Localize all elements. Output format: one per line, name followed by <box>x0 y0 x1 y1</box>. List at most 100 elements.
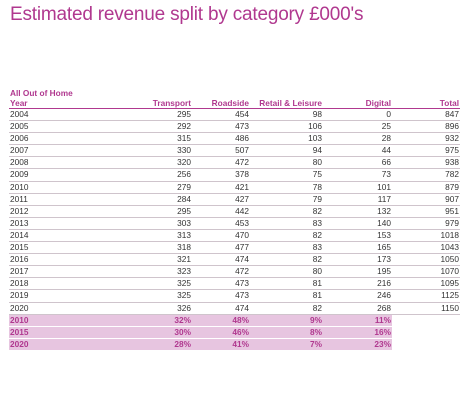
table-row: 2010 279 421 78 101 879 <box>9 181 460 194</box>
table-cell: 473 <box>192 289 250 303</box>
row-year-cell: 2007 <box>9 144 102 158</box>
table-cell: 78 <box>250 181 323 194</box>
row-year-cell: 2019 <box>9 289 102 303</box>
table-cell: 321 <box>102 253 192 267</box>
percent-share-rows: 2010 32% 48% 9% 11% 2015 30% 46% 8% 16% 2020 28% 41%… <box>9 314 460 351</box>
table-row: 2012 295 442 82 132 951 <box>9 205 460 218</box>
table-cell: 83 <box>250 241 323 255</box>
table-cell: 896 <box>392 120 460 134</box>
table-cell: 28 <box>323 132 392 146</box>
table-cell: 907 <box>392 193 460 206</box>
table-cell: 106 <box>250 120 323 134</box>
percent-row: 2020 28% 41% 7% 23% <box>9 338 460 351</box>
percent-cell: 9% <box>250 314 323 327</box>
table-row: 2004 295 454 98 0 847 <box>9 108 460 122</box>
column-header-retail-leisure: Retail & Leisure <box>250 98 323 109</box>
table-cell: 25 <box>323 120 392 134</box>
table-cell: 326 <box>102 302 192 315</box>
table-cell: 1125 <box>392 289 460 303</box>
table-cell: 782 <box>392 168 460 182</box>
table-row: 2017 323 472 80 195 1070 <box>9 265 460 279</box>
table-row: 2011 284 427 79 117 907 <box>9 193 460 206</box>
percent-row: 2015 30% 46% 8% 16% <box>9 326 460 339</box>
table-cell: 474 <box>192 302 250 315</box>
table-row: 2013 303 453 83 140 979 <box>9 217 460 230</box>
table-cell: 442 <box>192 205 250 218</box>
table-cell: 1050 <box>392 253 460 267</box>
table-cell: 82 <box>250 229 323 243</box>
table-row: 2016 321 474 82 173 1050 <box>9 253 460 267</box>
percent-row-year: 2020 <box>9 338 102 351</box>
row-year-cell: 2009 <box>9 168 102 182</box>
table-cell: 486 <box>192 132 250 146</box>
table-cell: 173 <box>323 253 392 267</box>
table-cell: 315 <box>102 132 192 146</box>
row-year-cell: 2004 <box>9 108 102 122</box>
table-cell: 132 <box>323 205 392 218</box>
table-cell: 66 <box>323 156 392 170</box>
row-year-cell: 2015 <box>9 241 102 255</box>
row-year-cell: 2008 <box>9 156 102 170</box>
table-cell: 75 <box>250 168 323 182</box>
table-cell: 951 <box>392 205 460 218</box>
row-year-cell: 2014 <box>9 229 102 243</box>
row-year-cell: 2006 <box>9 132 102 146</box>
table-cell: 82 <box>250 302 323 315</box>
table-cell: 79 <box>250 193 323 206</box>
table-cell: 378 <box>192 168 250 182</box>
table-group-label: All Out of Home <box>10 88 73 98</box>
table-cell: 1018 <box>392 229 460 243</box>
table-cell: 81 <box>250 289 323 303</box>
table-cell: 313 <box>102 229 192 243</box>
table-row: 2014 313 470 82 153 1018 <box>9 229 460 243</box>
table-cell: 320 <box>102 156 192 170</box>
table-cell: 1150 <box>392 302 460 315</box>
table-cell: 472 <box>192 156 250 170</box>
table-row: 2007 330 507 94 44 975 <box>9 144 460 158</box>
table-cell: 325 <box>102 277 192 291</box>
table-cell: 268 <box>323 302 392 315</box>
row-year-cell: 2011 <box>9 193 102 206</box>
table-cell: 216 <box>323 277 392 291</box>
table-cell: 975 <box>392 144 460 158</box>
table-cell: 847 <box>392 108 460 122</box>
table-cell: 83 <box>250 217 323 230</box>
percent-cell: 11% <box>323 314 392 327</box>
percent-cell: 7% <box>250 338 323 351</box>
table-cell: 979 <box>392 217 460 230</box>
table-cell: 1095 <box>392 277 460 291</box>
percent-cell: 48% <box>192 314 250 327</box>
table-cell: 1043 <box>392 241 460 255</box>
table-cell: 103 <box>250 132 323 146</box>
table-cell: 73 <box>323 168 392 182</box>
page-title: Estimated revenue split by category £000… <box>10 4 364 25</box>
percent-cell: 23% <box>323 338 392 351</box>
table-cell: 165 <box>323 241 392 255</box>
table-cell: 303 <box>102 217 192 230</box>
table-row: 2018 325 473 81 216 1095 <box>9 277 460 291</box>
percent-cell: 41% <box>192 338 250 351</box>
empty-total-cell <box>392 326 460 339</box>
row-year-cell: 2016 <box>9 253 102 267</box>
revenue-table: All Out of Home Year Transport Roadside … <box>9 89 460 351</box>
table-cell: 454 <box>192 108 250 122</box>
table-cell: 453 <box>192 217 250 230</box>
table-row: 2020 326 474 82 268 1150 <box>9 302 460 315</box>
row-year-cell: 2012 <box>9 205 102 218</box>
table-row: 2009 256 378 75 73 782 <box>9 168 460 182</box>
table-cell: 879 <box>392 181 460 194</box>
percent-row-year: 2015 <box>9 326 102 339</box>
row-year-cell: 2013 <box>9 217 102 230</box>
column-header-year: Year <box>9 98 102 109</box>
table-cell: 932 <box>392 132 460 146</box>
table-cell: 292 <box>102 120 192 134</box>
table-cell: 80 <box>250 265 323 279</box>
percent-row-year: 2010 <box>9 314 102 327</box>
table-cell: 474 <box>192 253 250 267</box>
table-cell: 938 <box>392 156 460 170</box>
table-body: 2004 295 454 98 0 847 2005 292 473 106 25 896 2006 31… <box>9 108 460 315</box>
table-cell: 330 <box>102 144 192 158</box>
table-row: 2008 320 472 80 66 938 <box>9 156 460 170</box>
table-cell: 473 <box>192 277 250 291</box>
table-cell: 318 <box>102 241 192 255</box>
